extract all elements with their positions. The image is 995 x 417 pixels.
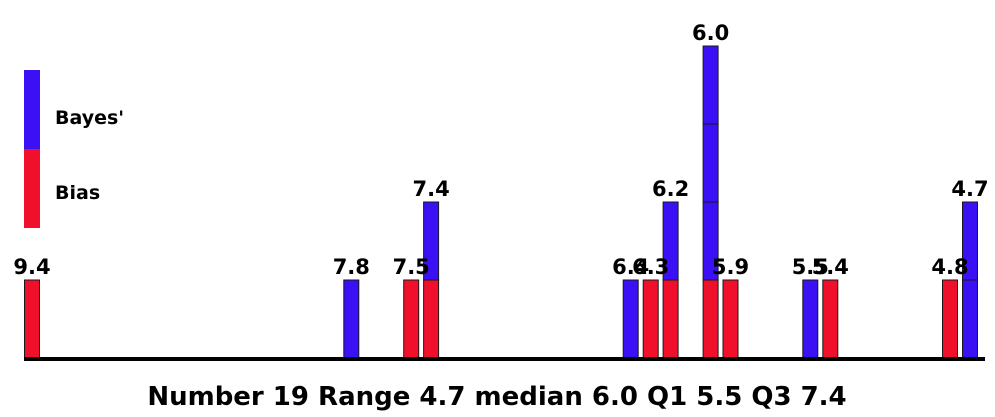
bar-block-6.0-bayes-4 <box>702 45 719 125</box>
bar-block-7.5-bias-1 <box>403 279 420 359</box>
value-label-5.9: 5.9 <box>712 255 749 279</box>
bar-block-4.7-bayes-1 <box>962 279 978 359</box>
bar-block-4.8-bias-1 <box>942 279 958 359</box>
value-label-5.5: 5.5 <box>792 255 829 279</box>
bar-block-5.4-bias-1 <box>822 279 839 359</box>
bar-block-7.4-bayes-2 <box>423 201 440 281</box>
bar-block-6.2-bias-1 <box>662 279 679 359</box>
legend-swatch-bayes <box>24 70 40 149</box>
bar-block-9.4-bias-1 <box>24 279 40 359</box>
value-labels-layer: 9.4 7.8 7.5 7.4 6.46.3 6.2 6.0 5.9 5.55.4 4.8 4.7 <box>13 21 988 279</box>
summary-caption: Number 19 Range 4.7 median 6.0 Q1 5.5 Q3… <box>147 382 846 412</box>
bar-block-5.9-bias-1 <box>722 279 739 359</box>
bar-block-4.7-bayes-2 <box>962 201 978 281</box>
value-label-6.2: 6.2 <box>652 177 689 201</box>
legend-label-bias: Bias <box>55 182 100 204</box>
value-label-4.7: 4.7 <box>951 177 988 201</box>
legend-label-bayes: Bayes' <box>55 107 124 129</box>
value-label-7.5: 7.5 <box>393 255 430 279</box>
bar-block-6.4-bayes-1 <box>622 279 639 359</box>
value-label-6.3: 6.3 <box>632 255 669 279</box>
value-label-9.4: 9.4 <box>13 255 50 279</box>
bar-block-7.8-bayes-1 <box>343 279 360 359</box>
bar-block-6.0-bayes-3 <box>702 123 719 203</box>
value-label-7.8: 7.8 <box>333 255 370 279</box>
legend-swatch-bias <box>24 149 40 228</box>
bar-block-6.2-bayes-2 <box>662 201 679 281</box>
bar-block-6.0-bias-1 <box>702 279 719 359</box>
bars-layer <box>24 45 978 359</box>
value-label-6.0: 6.0 <box>692 21 729 45</box>
value-label-5.4: 5.4 <box>812 255 849 279</box>
value-label-4.8: 4.8 <box>931 255 968 279</box>
bar-block-6.3-bias-1 <box>642 279 659 359</box>
legend: Bayes' Bias <box>24 70 124 228</box>
value-label-6.4: 6.4 <box>612 255 649 279</box>
bar-block-5.5-bayes-1 <box>802 279 819 359</box>
value-label-7.4: 7.4 <box>412 177 449 201</box>
bar-block-7.4-bias-1 <box>423 279 440 359</box>
